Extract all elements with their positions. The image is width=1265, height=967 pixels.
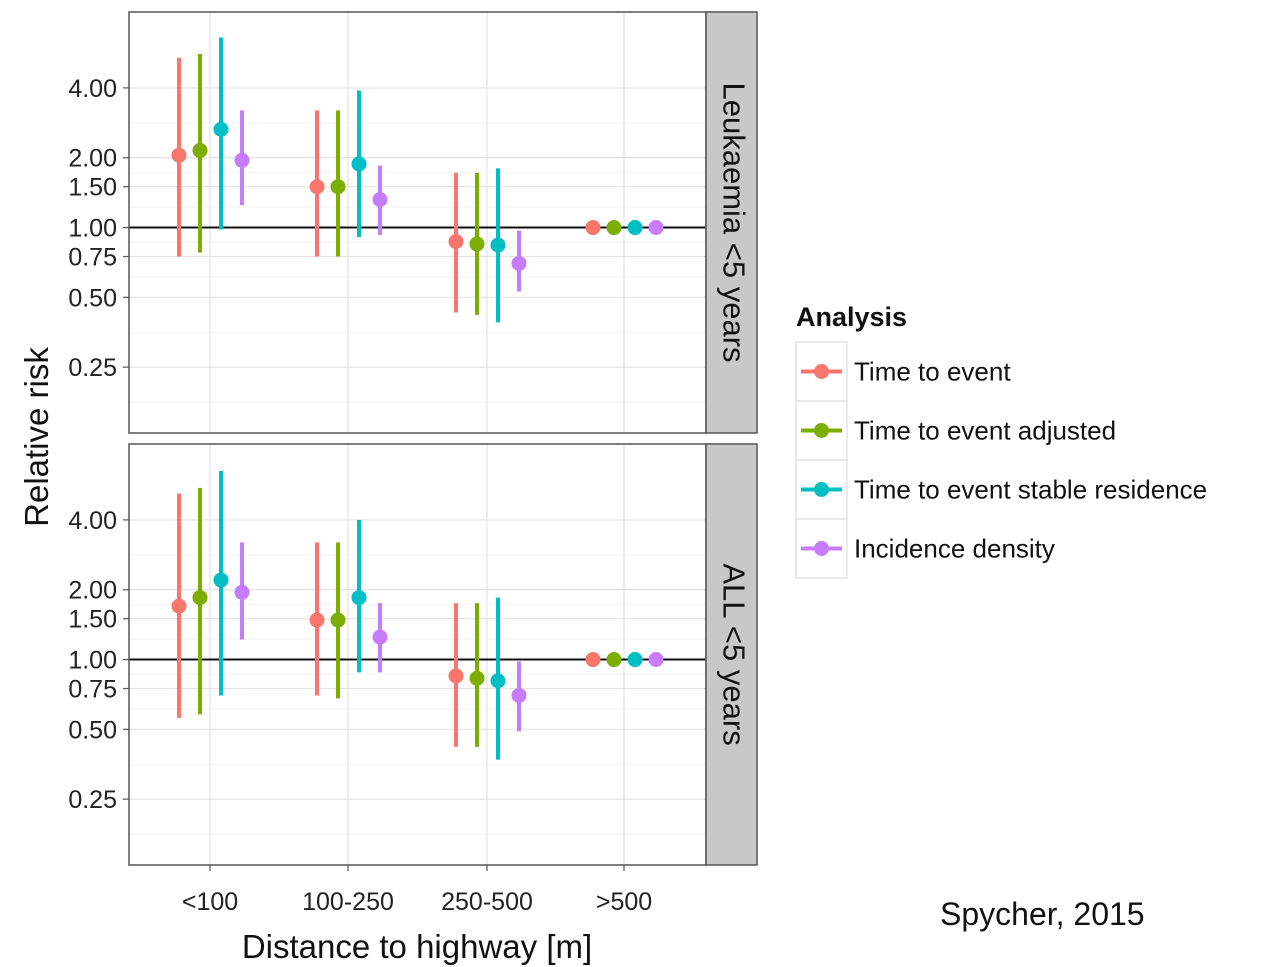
facet-panel: 0.25 0.50 0.751.00 1.502.00 4.00 Leukaemia <5… xyxy=(68,11,758,434)
facet-strip-label: Leukaemia <5 years xyxy=(716,82,751,362)
y-tick-label: 2.00 xyxy=(68,577,117,605)
x-tick-label: 100-250 xyxy=(302,888,394,916)
facet-strip xyxy=(705,11,758,434)
legend-title: Analysis xyxy=(796,302,907,332)
estimate-point xyxy=(448,668,464,684)
estimate-point xyxy=(585,220,601,236)
facet-panel: 0.25 0.50 0.751.00 1.502.00 4.00 ALL <5 years xyxy=(68,443,758,866)
facet-panels: 0.250.500.751.001.502.004.00 Leukaemia <5… xyxy=(68,11,758,866)
estimate-point xyxy=(606,652,622,668)
legend-key-point xyxy=(814,541,829,556)
estimate-point xyxy=(213,572,229,588)
estimate-point xyxy=(330,179,346,195)
y-tick-label: 1.00 xyxy=(68,647,117,675)
y-tick-label: 0.50 xyxy=(68,716,117,744)
y-tick-label: 0.75 xyxy=(68,244,117,272)
legend-key-point xyxy=(814,423,829,438)
legend-entry-label: Time to event adjusted xyxy=(854,416,1116,446)
facet-strip xyxy=(705,443,758,866)
legend: Analysis Time to event Time to event adju… xyxy=(795,302,1207,579)
y-tick-label: 4.00 xyxy=(68,507,117,535)
estimate-point xyxy=(648,220,664,236)
source-credit: Spycher, 2015 xyxy=(940,896,1145,932)
x-tick-label: >500 xyxy=(596,888,652,916)
y-tick-label: 0.25 xyxy=(68,786,117,814)
estimate-point xyxy=(171,598,187,614)
facet-strip-label: ALL <5 years xyxy=(716,563,751,745)
x-axis-tick-labels: <100 100-250 250-500 >500 xyxy=(182,865,652,916)
y-tick-label: 1.00 xyxy=(68,215,117,243)
estimate-point xyxy=(309,179,325,195)
x-tick-label: <100 xyxy=(182,888,238,916)
estimate-point xyxy=(234,152,250,168)
estimate-point xyxy=(469,670,485,686)
estimate-point xyxy=(585,652,601,668)
estimate-point xyxy=(490,237,506,253)
estimate-point xyxy=(330,612,346,628)
y-tick-label: 1.50 xyxy=(68,606,117,634)
estimate-point xyxy=(192,590,208,606)
estimate-point xyxy=(192,142,208,158)
y-tick-label: 0.75 xyxy=(68,676,117,704)
estimate-point xyxy=(627,220,643,236)
estimate-point xyxy=(234,584,250,600)
legend-key-point xyxy=(814,364,829,379)
estimate-point xyxy=(490,673,506,689)
estimate-point xyxy=(511,687,527,703)
estimate-point xyxy=(511,255,527,271)
estimate-point xyxy=(648,652,664,668)
legend-entry-label: Time to event stable residence xyxy=(854,475,1207,505)
y-tick-label: 4.00 xyxy=(68,75,117,103)
y-tick-label: 0.50 xyxy=(68,284,117,312)
legend-key-point xyxy=(814,482,829,497)
estimate-point xyxy=(448,234,464,250)
estimate-point xyxy=(606,220,622,236)
estimate-point xyxy=(351,156,367,172)
legend-entry-label: Incidence density xyxy=(854,534,1055,564)
legend-entry-label: Time to event xyxy=(854,357,1011,387)
y-tick-label: 0.25 xyxy=(68,354,117,382)
y-axis-title: Relative risk xyxy=(18,347,55,527)
estimate-point xyxy=(372,192,388,208)
estimate-point xyxy=(627,652,643,668)
y-tick-label: 2.00 xyxy=(68,145,117,173)
estimate-point xyxy=(351,590,367,606)
estimate-point xyxy=(171,147,187,163)
x-axis-title: Distance to highway [m] xyxy=(242,928,592,965)
estimate-point xyxy=(372,629,388,645)
x-tick-label: 250-500 xyxy=(441,888,533,916)
estimate-point xyxy=(213,121,229,137)
estimate-point xyxy=(469,236,485,252)
y-tick-label: 1.50 xyxy=(68,174,117,202)
estimate-point xyxy=(309,612,325,628)
